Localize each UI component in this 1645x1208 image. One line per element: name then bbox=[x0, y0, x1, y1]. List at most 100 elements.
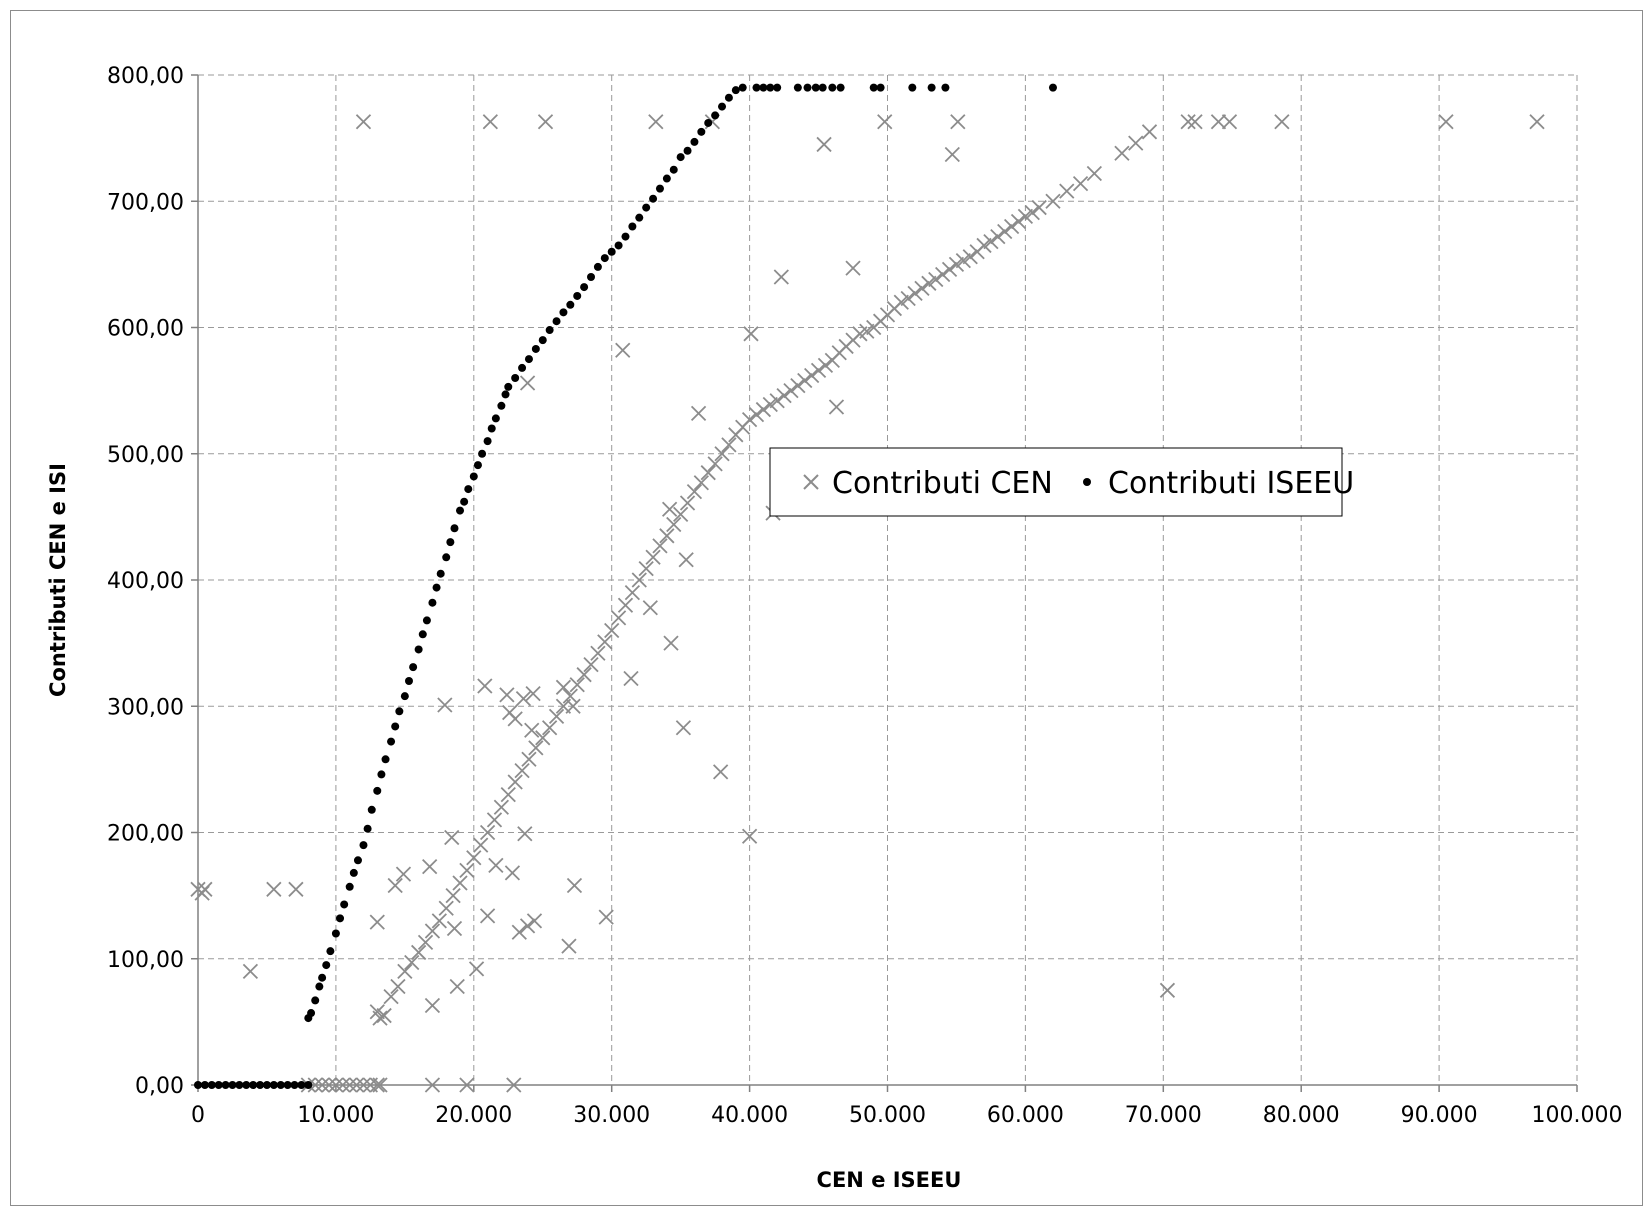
cen-point bbox=[479, 908, 496, 924]
cen-point bbox=[504, 865, 521, 881]
iseeu-point bbox=[315, 982, 324, 991]
iseeu-point bbox=[373, 786, 382, 795]
cen-point bbox=[804, 367, 820, 384]
iseeu-point bbox=[483, 437, 492, 446]
cen-point bbox=[314, 1077, 330, 1093]
cen-point bbox=[828, 399, 845, 415]
cen-point bbox=[666, 516, 682, 533]
iseeu-point bbox=[404, 677, 413, 685]
x-tick-label: 90.000 bbox=[1401, 1103, 1478, 1128]
iseeu-point bbox=[927, 83, 936, 92]
cen-point bbox=[537, 114, 554, 130]
iseeu-point bbox=[676, 153, 685, 162]
axes: 0 10.000 20.000 30.000 40.000 50.000 60.000 70.… bbox=[107, 64, 1622, 1128]
cen-point bbox=[816, 136, 832, 153]
cen-point bbox=[1141, 124, 1158, 140]
legend-marker-cen bbox=[803, 474, 819, 490]
cen-point bbox=[686, 483, 703, 500]
cen-point bbox=[663, 635, 679, 651]
cen-point bbox=[1059, 183, 1075, 199]
iseeu-point bbox=[340, 900, 349, 909]
iseeu-point bbox=[704, 118, 713, 127]
iseeu-point bbox=[731, 86, 740, 95]
iseeu-point bbox=[276, 1081, 285, 1089]
cen-point bbox=[652, 538, 668, 554]
cen-point bbox=[615, 342, 631, 358]
iseeu-point bbox=[621, 232, 630, 241]
iseeu-point bbox=[249, 1081, 258, 1089]
iseeu-point bbox=[803, 83, 812, 92]
cen-point bbox=[1128, 135, 1144, 151]
iseeu-point bbox=[642, 203, 651, 212]
cen-point bbox=[515, 691, 532, 707]
iseeu-point bbox=[391, 722, 400, 731]
iseeu-point bbox=[262, 1081, 271, 1089]
cen-point bbox=[590, 645, 606, 661]
cen-point bbox=[499, 687, 515, 703]
x-tick-label: 0 bbox=[191, 1103, 205, 1128]
x-axis-title: CEN e ISEEU bbox=[817, 1168, 962, 1192]
cen-point bbox=[1159, 982, 1176, 998]
x-tick-label: 40.000 bbox=[711, 1103, 788, 1128]
iseeu-point bbox=[773, 83, 782, 92]
cen-point bbox=[519, 918, 536, 934]
iseeu-point bbox=[941, 83, 950, 92]
x-tick-label: 10.000 bbox=[297, 1103, 374, 1128]
iseeu-point bbox=[436, 569, 445, 578]
y-axis-title: Contributi CEN e ISI bbox=[46, 463, 70, 697]
iseeu-point bbox=[395, 707, 404, 716]
iseeu-point bbox=[766, 83, 775, 92]
iseeu-point bbox=[387, 737, 396, 746]
cen-point bbox=[1031, 199, 1047, 216]
cen-point bbox=[631, 572, 647, 588]
cen-point bbox=[872, 313, 889, 329]
cen-point bbox=[562, 688, 578, 704]
cen-point bbox=[411, 944, 427, 961]
cen-point bbox=[714, 446, 730, 462]
iseeu-point bbox=[304, 1081, 313, 1089]
cen-point bbox=[845, 332, 861, 348]
y-tick-label: 500,00 bbox=[107, 443, 184, 468]
cen-point bbox=[693, 475, 709, 491]
cen-point bbox=[422, 858, 438, 875]
cen-point bbox=[242, 963, 259, 980]
iseeu-point bbox=[690, 137, 699, 146]
iseeu-point bbox=[207, 1081, 216, 1089]
iseeu-point bbox=[718, 102, 727, 111]
iseeu-point bbox=[318, 973, 327, 982]
cen-point bbox=[369, 1004, 385, 1020]
iseeu-point bbox=[908, 83, 917, 92]
cen-point bbox=[983, 234, 999, 250]
cen-point bbox=[583, 656, 599, 673]
cen-point bbox=[877, 114, 893, 130]
cen-point bbox=[638, 561, 654, 577]
cen-point bbox=[321, 1077, 337, 1093]
iseeu-point bbox=[607, 247, 616, 256]
iseeu-point bbox=[283, 1081, 292, 1089]
cen-point bbox=[488, 857, 504, 873]
y-tick-label: 200,00 bbox=[107, 822, 184, 847]
iseeu-point bbox=[353, 856, 362, 865]
iseeu-point bbox=[400, 692, 409, 701]
chart-frame bbox=[10, 10, 1643, 1206]
y-tick-label: 0,00 bbox=[135, 1074, 184, 1099]
iseeu-point bbox=[221, 1081, 230, 1089]
iseeu-point bbox=[566, 300, 575, 309]
cen-point bbox=[921, 275, 937, 291]
iseeu-point bbox=[573, 291, 582, 300]
cen-point bbox=[735, 419, 751, 435]
iseeu-point bbox=[836, 83, 845, 92]
cen-point bbox=[900, 290, 916, 307]
cen-point bbox=[507, 774, 523, 790]
iseeu-point bbox=[818, 83, 827, 92]
cen-point bbox=[355, 114, 372, 130]
cen-point bbox=[459, 1077, 475, 1093]
cen-point bbox=[944, 146, 960, 163]
iseeu-point bbox=[497, 401, 506, 410]
cen-point bbox=[444, 829, 460, 846]
x-tick-label: 30.000 bbox=[573, 1103, 650, 1128]
cen-point bbox=[466, 850, 482, 866]
iseeu-point bbox=[297, 1081, 306, 1089]
cen-point bbox=[748, 406, 765, 423]
cen-point bbox=[962, 249, 978, 265]
